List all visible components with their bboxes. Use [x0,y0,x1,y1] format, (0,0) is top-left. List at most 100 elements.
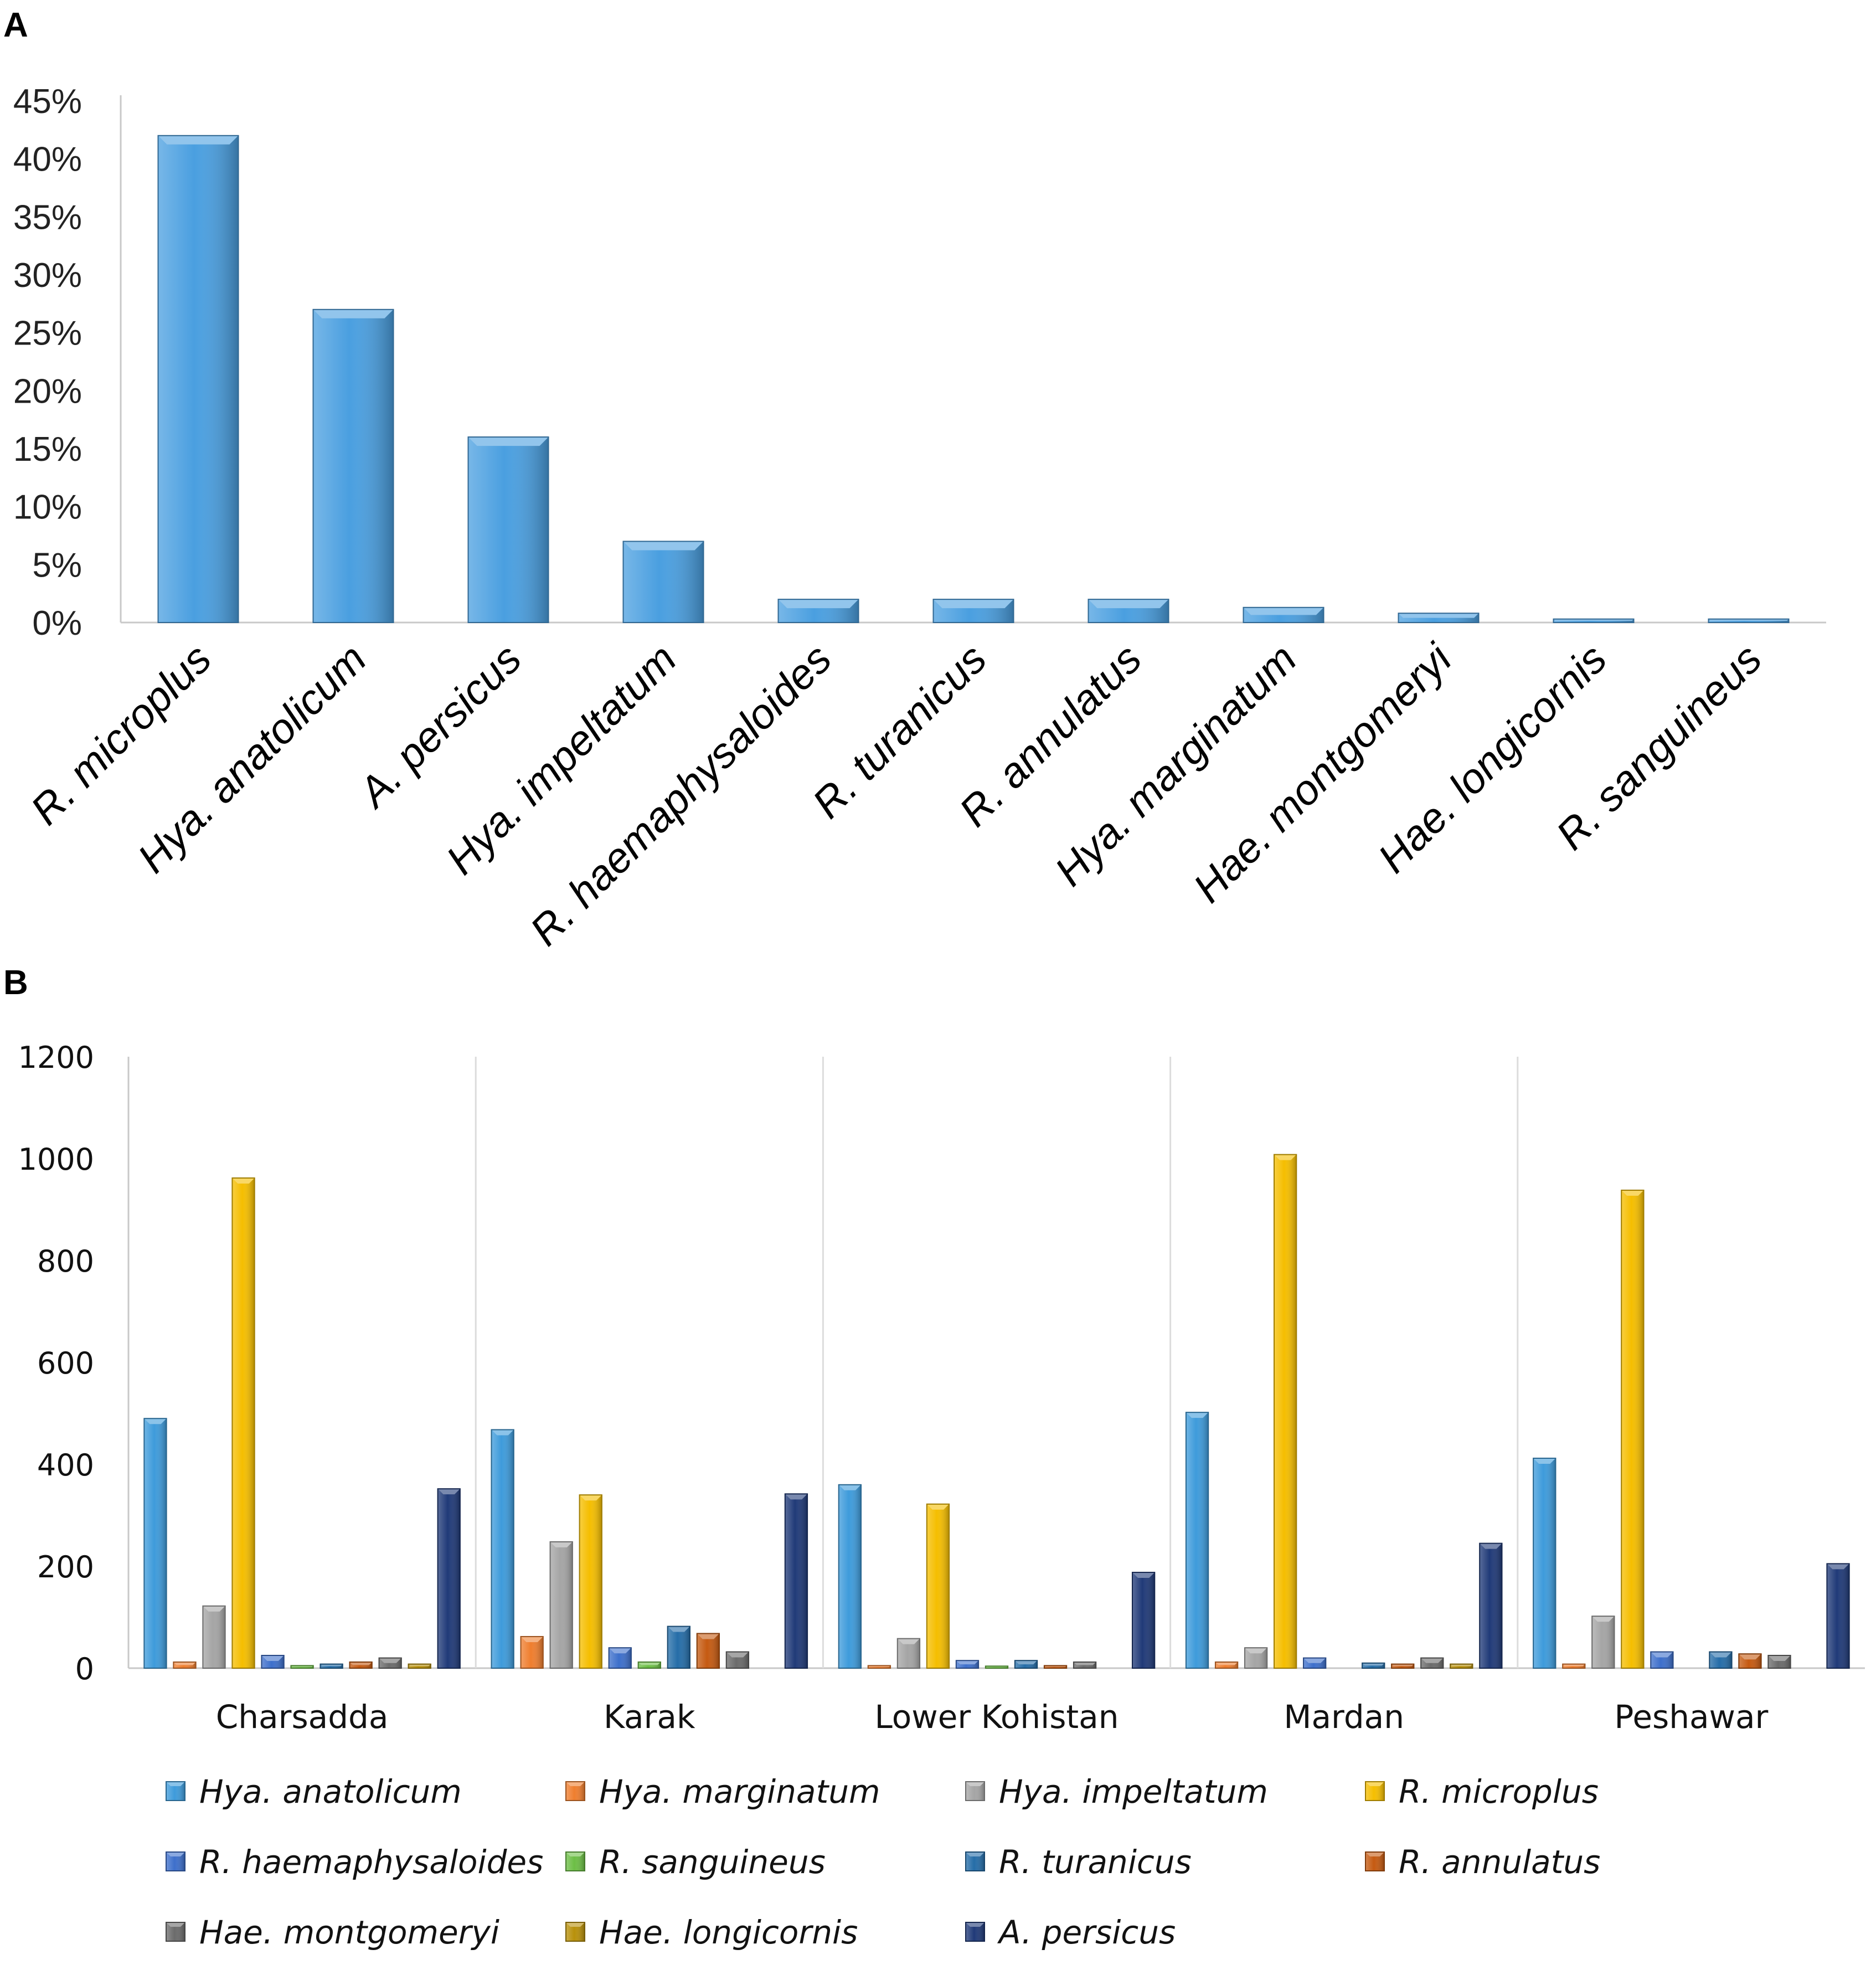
chart-a-bar [777,599,859,623]
chart-a-bars [157,135,1790,624]
chart-b-legend-label: R. haemaphysaloides [199,1843,543,1881]
chart-b-legend-item: Hae. longicornis [565,1914,858,1951]
chart-b-legend-label: Hya. anatolicum [199,1773,462,1810]
chart-b: 0 200 400 600 800 1000 1200 Charsadda Karak Lowe… [18,1040,1865,1951]
chart-b-y-tick-label: 1200 [18,1040,94,1075]
chart-b-bar [1562,1663,1586,1669]
chart-b-bar [1273,1154,1297,1669]
chart-a-bar [1088,599,1169,623]
chart-b-legend-item: R. microplus [1365,1773,1599,1810]
panel-b-label: B [3,964,28,1002]
chart-b-legend-label: Hya. marginatum [599,1773,880,1810]
chart-b-legend-item: Hae. montgomeryi [166,1914,499,1951]
chart-b-legend-item: Hya. impeltatum [965,1773,1268,1810]
chart-b-bar [1826,1563,1850,1669]
chart-b-legend-swatch [1365,1851,1385,1871]
chart-b-bar [1303,1657,1327,1669]
chart-a-category-label: Hae. montgomeryi [1184,634,1462,912]
chart-b-bar [1214,1661,1239,1669]
chart-b-bar [1709,1651,1733,1669]
chart-a-y-tick-label: 30% [13,256,82,295]
chart-b-bar [231,1177,255,1669]
chart-b-legend-label: R. annulatus [1399,1843,1600,1881]
chart-b-bar [173,1661,197,1669]
chart-b-bar [143,1418,167,1669]
chart-b-bars [143,1154,1850,1669]
chart-b-bar [725,1651,750,1669]
chart-b-bar [784,1493,808,1669]
chart-b-bar [1391,1663,1415,1669]
chart-b-x-labels: Charsadda Karak Lower Kohistan Mardan Peshaw… [216,1698,1769,1736]
chart-b-bar [408,1663,431,1669]
chart-b-category-label: Mardan [1284,1698,1404,1736]
chart-a-bar [622,541,704,624]
chart-b-legend-item: R. annulatus [1365,1843,1600,1881]
chart-a-bar [932,599,1014,623]
chart-b-bar [319,1663,343,1669]
chart-b-bar [1185,1412,1209,1669]
chart-a-bar [467,436,549,623]
chart-b-bar [378,1657,402,1669]
chart-b-legend-label: R. sanguineus [599,1843,826,1881]
chart-b-bar [955,1660,980,1669]
chart-b-bar [1244,1647,1268,1669]
chart-b-legend-swatch [166,1851,185,1871]
chart-a-bar [1708,618,1790,623]
chart-b-bar [1362,1662,1385,1669]
chart-b-bar [1073,1661,1097,1669]
chart-b-legend-item: R. haemaphysaloides [166,1843,543,1881]
chart-b-category-label: Peshawar [1614,1698,1768,1736]
chart-b-y-ticks: 0 200 400 600 800 1000 1200 [18,1040,94,1686]
chart-a-y-tick-label: 10% [13,488,82,527]
chart-b-legend-swatch [565,1781,585,1801]
chart-b-bar [437,1488,461,1669]
chart-b-legend-label: R. microplus [1399,1773,1599,1810]
chart-b-y-tick-label: 400 [37,1448,94,1483]
chart-a-bar [157,135,239,624]
chart-b-y-tick-label: 1000 [18,1142,94,1177]
chart-a-category-label: R. haemaphysaloides [521,635,841,955]
chart-b-bar [520,1635,544,1669]
chart-a-y-ticks: 0% 5% 10% 15% 20% 25% 30% 35% 40% 45% [13,83,82,642]
chart-b-bar [926,1503,950,1669]
chart-a-y-tick-label: 35% [13,198,82,236]
chart-b-bar [1591,1616,1615,1669]
chart-b-bar [261,1655,285,1669]
chart-b-legend-item: R. turanicus [965,1843,1192,1881]
chart-a: 0% 5% 10% 15% 20% 25% 30% 35% 40% 45% R. microplu… [13,83,1826,955]
chart-b-legend-swatch [166,1922,185,1942]
chart-a-y-tick-label: 40% [13,141,82,179]
chart-b-y-tick-label: 600 [37,1346,94,1381]
chart-b-legend-swatch [565,1851,585,1871]
chart-b-legend-item: Hya. marginatum [565,1773,880,1810]
chart-a-bar [1398,613,1480,623]
chart-b-y-tick-label: 200 [37,1550,94,1585]
chart-b-legend-swatch [965,1781,985,1801]
chart-b-legend-item: R. sanguineus [565,1843,826,1881]
chart-b-bar [290,1665,314,1669]
chart-b-legend-label: A. persicus [997,1914,1176,1951]
chart-b-legend-swatch [565,1922,585,1942]
chart-b-bar [1533,1457,1557,1669]
chart-b-bar [867,1665,891,1669]
chart-a-bar [1553,618,1635,623]
chart-b-bar [1131,1572,1156,1669]
chart-b-bar [637,1661,661,1669]
chart-a-bar [1243,606,1324,623]
chart-b-category-label: Lower Kohistan [875,1698,1119,1736]
chart-b-legend-item: Hya. anatolicum [166,1773,462,1810]
chart-b-bar [1420,1657,1444,1669]
chart-b-axes [127,1057,1865,1669]
chart-b-category-label: Charsadda [216,1698,389,1736]
chart-b-bar [1479,1542,1503,1669]
chart-b-bar [349,1661,373,1669]
chart-a-y-tick-label: 45% [13,83,82,121]
chart-b-bar [579,1494,602,1669]
chart-b-bar [696,1633,720,1669]
chart-b-legend: Hya. anatolicum Hya. marginatum Hya. impel… [166,1773,1600,1951]
chart-b-legend-label: R. turanicus [999,1843,1192,1881]
chart-a-y-tick-label: 15% [13,430,82,469]
chart-a-y-tick-label: 0% [32,604,82,642]
chart-b-legend-item: A. persicus [965,1914,1176,1951]
